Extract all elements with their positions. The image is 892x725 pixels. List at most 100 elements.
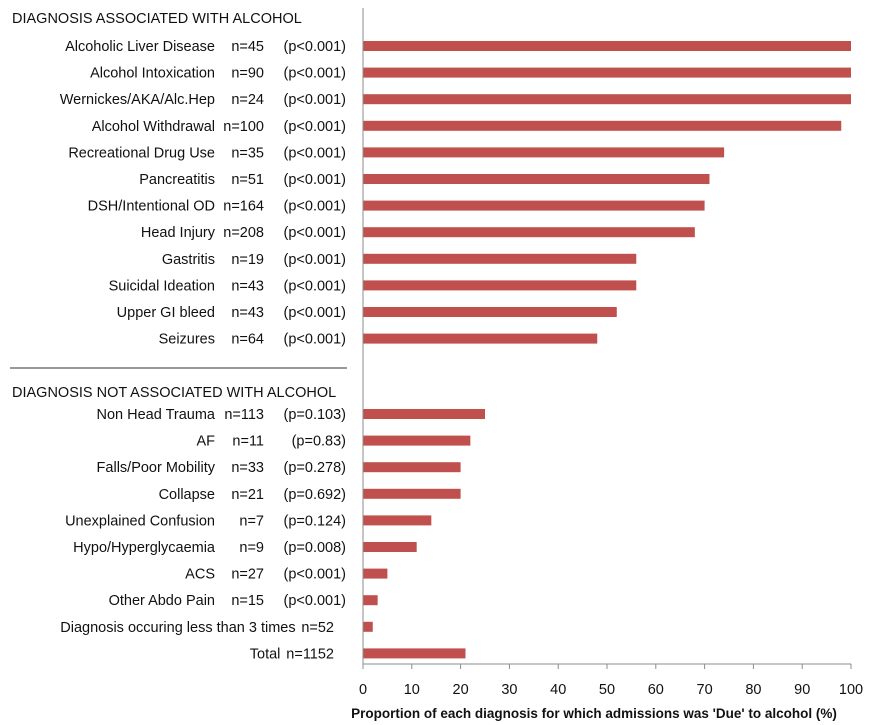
group-header: DIAGNOSIS ASSOCIATED WITH ALCOHOL bbox=[12, 11, 302, 27]
row-p-value: (p=0.103) bbox=[284, 407, 346, 423]
row-diagnosis-label: ACS bbox=[185, 567, 215, 583]
row-diagnosis-label: Upper GI bleed bbox=[117, 305, 215, 321]
row-p-value: (p=0.124) bbox=[284, 513, 346, 529]
x-tick-label: 80 bbox=[745, 682, 761, 698]
row-diagnosis-label: Alcohol Intoxication bbox=[90, 66, 215, 82]
row-diagnosis-label: Collapse bbox=[159, 487, 215, 503]
row-diagnosis-label: Falls/Poor Mobility bbox=[97, 460, 216, 476]
row-diagnosis-label: Non Head Trauma bbox=[97, 407, 216, 423]
row-n-label: n=21 bbox=[231, 487, 264, 503]
row-n-label: n=64 bbox=[231, 332, 264, 348]
row-n-label: n=100 bbox=[223, 119, 264, 135]
row-n-label: n=52 bbox=[301, 620, 334, 636]
x-tick-label: 0 bbox=[359, 682, 367, 698]
row-diagnosis-label: Suicidal Ideation bbox=[109, 278, 215, 294]
row-labels: (p<0.001) n=45 Alcoholic Liver Disease (p<0… bbox=[60, 39, 346, 662]
row-n-label: n=11 bbox=[232, 434, 264, 450]
bars bbox=[363, 41, 851, 659]
bar bbox=[363, 595, 378, 606]
row-n-label: n=45 bbox=[231, 39, 264, 55]
row-p-value: (p<0.001) bbox=[284, 305, 346, 321]
row-p-value: (p<0.001) bbox=[284, 119, 346, 135]
bar bbox=[363, 253, 637, 264]
bar bbox=[363, 94, 851, 105]
row-diagnosis-label: Alcoholic Liver Disease bbox=[65, 39, 215, 55]
row-n-label: n=15 bbox=[231, 593, 264, 609]
bar bbox=[363, 174, 710, 184]
row-p-value: (p<0.001) bbox=[284, 39, 346, 55]
bar bbox=[363, 307, 617, 317]
bar bbox=[363, 227, 695, 238]
row-diagnosis-label: Seizures bbox=[159, 332, 215, 348]
bar bbox=[363, 435, 471, 446]
row-diagnosis-label: Hypo/Hyperglycaemia bbox=[73, 540, 216, 556]
bar bbox=[363, 280, 637, 291]
bar bbox=[363, 67, 851, 78]
group-headers: DIAGNOSIS ASSOCIATED WITH ALCOHOL DIAGNOS… bbox=[12, 11, 336, 401]
bar bbox=[363, 147, 725, 158]
row-p-value: (p<0.001) bbox=[284, 252, 346, 268]
row-n-label: n=24 bbox=[231, 92, 264, 108]
row-diagnosis-label: Gastritis bbox=[162, 252, 215, 268]
group-header: DIAGNOSIS NOT ASSOCIATED WITH ALCOHOL bbox=[12, 385, 336, 401]
bar bbox=[363, 648, 466, 659]
row-n-label: n=27 bbox=[231, 567, 264, 583]
bar bbox=[363, 568, 388, 579]
row-n-label: n=90 bbox=[231, 66, 264, 82]
row-p-value: (p=0.83) bbox=[292, 434, 346, 450]
row-p-value: (p<0.001) bbox=[284, 567, 346, 583]
bar bbox=[363, 621, 373, 632]
row-diagnosis-label: Wernickes/AKA/Alc.Hep bbox=[60, 92, 215, 108]
x-tick-label: 100 bbox=[839, 682, 863, 698]
row-p-value: (p<0.001) bbox=[284, 145, 346, 161]
row-n-label: n=9 bbox=[239, 540, 264, 556]
x-tick-labels: 0 10 20 30 40 50 60 70 80 90 100 bbox=[359, 664, 863, 698]
row-p-value: (p<0.001) bbox=[284, 225, 346, 241]
row-p-value: (p<0.001) bbox=[284, 172, 346, 188]
row-n-label: n=43 bbox=[231, 278, 264, 294]
row-p-value: (p=0.692) bbox=[284, 487, 346, 503]
x-tick-label: 30 bbox=[501, 682, 517, 698]
row-diagnosis-label: Diagnosis occuring less than 3 times bbox=[60, 620, 295, 636]
row-n-label: n=113 bbox=[224, 407, 264, 423]
x-axis-title: Proportion of each diagnosis for which a… bbox=[351, 706, 837, 721]
x-tick-label: 10 bbox=[404, 682, 420, 698]
row-diagnosis-label: DSH/Intentional OD bbox=[88, 199, 215, 215]
x-tick-label: 60 bbox=[648, 682, 664, 698]
x-tick-label: 20 bbox=[453, 682, 469, 698]
row-p-value: (p=0.278) bbox=[284, 460, 346, 476]
row-n-label: n=43 bbox=[231, 305, 264, 321]
x-tick-label: 50 bbox=[599, 682, 615, 698]
bar bbox=[363, 409, 485, 419]
row-n-label: n=164 bbox=[223, 199, 264, 215]
row-n-label: n=51 bbox=[231, 172, 264, 188]
row-p-value: (p<0.001) bbox=[284, 66, 346, 82]
row-diagnosis-label: Total bbox=[250, 646, 281, 662]
row-p-value: (p<0.001) bbox=[284, 92, 346, 108]
row-n-label: n=19 bbox=[231, 252, 264, 268]
row-p-value: (p<0.001) bbox=[284, 332, 346, 348]
row-diagnosis-label: Pancreatitis bbox=[139, 172, 215, 188]
row-n-label: n=7 bbox=[239, 513, 264, 529]
row-n-label: n=33 bbox=[231, 460, 264, 476]
row-n-label: n=208 bbox=[223, 225, 264, 241]
bar bbox=[363, 515, 432, 526]
bar bbox=[363, 488, 461, 499]
bar bbox=[363, 462, 461, 473]
row-n-label: n=35 bbox=[231, 145, 264, 161]
row-diagnosis-label: Recreational Drug Use bbox=[68, 145, 215, 161]
bar bbox=[363, 120, 842, 131]
row-diagnosis-label: Head Injury bbox=[141, 225, 216, 241]
row-diagnosis-label: AF bbox=[196, 434, 215, 450]
row-n-label: n=1152 bbox=[286, 646, 334, 662]
bar bbox=[363, 333, 598, 344]
x-tick-label: 90 bbox=[794, 682, 810, 698]
row-p-value: (p<0.001) bbox=[284, 593, 346, 609]
row-diagnosis-label: Unexplained Confusion bbox=[65, 513, 215, 529]
row-diagnosis-label: Alcohol Withdrawal bbox=[92, 119, 215, 135]
bar bbox=[363, 41, 851, 51]
row-p-value: (p<0.001) bbox=[284, 278, 346, 294]
x-tick-label: 70 bbox=[697, 682, 713, 698]
bar bbox=[363, 542, 417, 552]
